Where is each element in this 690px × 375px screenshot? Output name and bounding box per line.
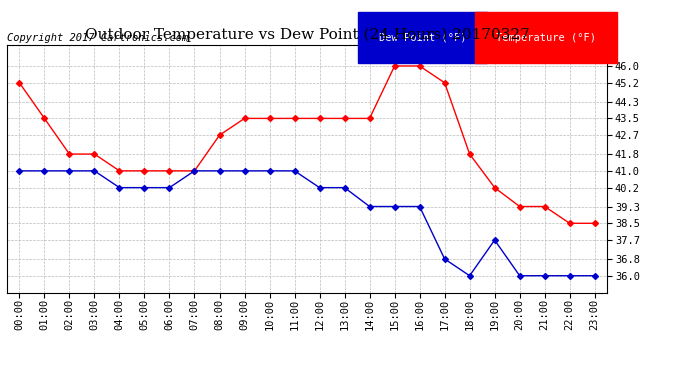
Title: Outdoor Temperature vs Dew Point (24 Hours) 20170327: Outdoor Temperature vs Dew Point (24 Hou… [85, 28, 529, 42]
Text: Temperature (°F): Temperature (°F) [496, 33, 596, 42]
Text: Copyright 2017 Cartronics.com: Copyright 2017 Cartronics.com [7, 33, 188, 42]
Text: Dew Point (°F): Dew Point (°F) [379, 33, 466, 42]
